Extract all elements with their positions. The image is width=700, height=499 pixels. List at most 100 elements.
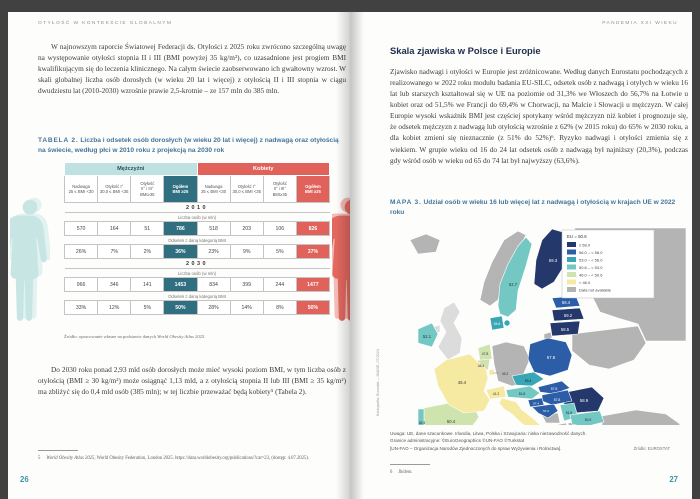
page-left: OTYŁOŚĆ W KONTEKŚCIE GLOBALNYM W najnows… — [8, 12, 369, 499]
map-label-luxembourg: 45.2 — [502, 372, 509, 376]
map-label-poland: 57.8 — [547, 355, 556, 360]
map-label-estonia: 56.4 — [562, 300, 571, 305]
legend-eu-label: EU = 50.6 — [567, 234, 587, 239]
table-year-row: 2030 — [64, 258, 330, 269]
col-header: Nadwaga 25 ≤ BMI <30 — [63, 175, 99, 203]
country-iceland — [409, 233, 441, 255]
country-ireland — [417, 322, 439, 348]
map-label-latvia: 59.2 — [564, 313, 573, 318]
map-note: Uwaga: UE, dane szacunkowe. Irlandia, Li… — [390, 431, 587, 436]
table-row: 570 164 51 786 518 203 106 826 — [63, 221, 331, 236]
map-label-switzerland: 41.2 — [493, 392, 500, 396]
table-col-header-row: Nadwaga 25 ≤ BMI <30 Otyłość I° 30,0 ≤ BMI… — [63, 175, 331, 203]
map-label-czechia: 53.4 — [525, 379, 532, 383]
silhouette-teal-figure — [10, 197, 50, 321]
country-czechia — [511, 371, 545, 387]
map-label-france: 45.4 — [458, 380, 467, 385]
col-header: Otyłość II° i III° BMI≥35 — [130, 175, 165, 203]
map-label-ireland: 52.1 — [423, 334, 432, 339]
table-group-row: Mężczyźni Kobiety — [64, 162, 330, 176]
table-caption-label: TABELA 2. — [38, 137, 79, 144]
group-header-men: Mężczyźni — [64, 162, 198, 176]
group-header-women: Kobiety — [196, 162, 330, 176]
country-slovenia — [527, 397, 545, 408]
footnote-left: 5 World Obesity Atlas 2025, World Obesity… — [38, 456, 310, 461]
map-label-slovenia: 57.4 — [533, 402, 539, 406]
page-number-right: 27 — [669, 475, 678, 484]
map-label-netherlands: 47.8 — [482, 352, 489, 356]
region-kaliningrad — [543, 331, 553, 340]
table-caption: TABELA 2. Liczba i odsetek osób dorosłyc… — [38, 136, 342, 156]
country-ukraine — [571, 325, 647, 370]
section-heading: Skala zjawiska w Polsce i Europie — [390, 45, 541, 56]
map-label-romania: 58.9 — [580, 398, 589, 403]
country-austria — [505, 385, 541, 400]
map-cartography-credit: Kartografia: Eurostat — IMAGE, 07/2024 — [376, 349, 380, 416]
map-label-slovakia: 57.5 — [551, 387, 558, 391]
table-label-row: Odsetek z daną kategorią BMI — [64, 235, 330, 245]
map-legend: EU = 50.6 ≥ 58.0 56.0 – < 58.0 53.0 – < … — [561, 229, 655, 299]
legend-class-label: 46.0 – < 50.6 — [579, 273, 603, 278]
obesity-table: Mężczyźni Kobiety Nadwaga 25 ≤ BMI <30 Ot… — [63, 162, 331, 315]
map-caption-label: MAPA 3. — [390, 199, 422, 206]
map-label-belgium: 48.4 — [478, 364, 485, 368]
col-header: Nadwaga 25 ≤ BMI <30 — [196, 175, 231, 203]
table-label-row: Liczba osób (w mln) — [64, 268, 330, 278]
country-uk — [437, 301, 463, 361]
footnote-number: 5 — [38, 456, 41, 461]
page-right: PANDEMIA XXI WIEKU Skala zjawiska w Pols… — [350, 12, 692, 499]
col-header: Otyłość I° 30,0 ≤ BMI <35 — [97, 175, 132, 203]
map-note: [UN-FAO – Organizacja Narodów Zjednoczon… — [390, 445, 562, 451]
map-label-spain: 50.4 — [447, 419, 456, 424]
country-denmark-island — [503, 319, 511, 327]
country-poland — [527, 337, 573, 377]
country-sweden — [497, 236, 533, 318]
map-caption-text: Udział osób w wieku 16 lub więcej lat z … — [390, 199, 676, 217]
country-netherlands — [477, 343, 493, 362]
table-row: 966 346 141 1453 834 399 244 1477 — [63, 277, 331, 292]
country-norway — [479, 230, 527, 307]
country-lithuania — [549, 320, 581, 337]
table-label-row: Odsetek z daną kategorią BMI — [64, 291, 330, 301]
legend-class-label: Data not available — [579, 288, 612, 293]
europe-choropleth-map: 59.3 52.7 56.4 59.2 58.5 54.6 52.1 47.8 … — [396, 226, 687, 463]
map-svg: 59.3 52.7 56.4 59.2 58.5 54.6 52.1 47.8 … — [409, 227, 687, 463]
footnote-number: 6 — [390, 470, 393, 475]
map-label-croatia: 57.2 — [543, 409, 549, 413]
table-row: 26% 7% 2% 36% 23% 9% 5% 37% — [63, 244, 331, 259]
table-caption-text: Liczba i odsetek osób dorosłych (w wieku… — [38, 137, 339, 155]
map-label-denmark: 54.6 — [494, 322, 501, 326]
country-luxembourg — [488, 368, 495, 376]
map-label-serbia: 51.8 — [566, 411, 573, 415]
table-row: 33% 12% 5% 50% 28% 14% 8% 50% — [63, 300, 331, 315]
map-caption: MAPA 3. Udział osób w wieku 16 lub więce… — [390, 198, 690, 218]
footnote-url[interactable]: https://data.worldobesity.org/publicatio… — [175, 456, 269, 461]
col-header: Otyłość I° 30,0 ≤ BMI <35 — [229, 175, 264, 203]
map-notes: Uwaga: UE, dane szacunkowe. Irlandia, Li… — [390, 430, 688, 452]
col-header-total-men: Ogółem BMI ≥25 — [163, 175, 198, 203]
table-label-row: Liczba osób (w mln) — [64, 212, 330, 222]
legend-class-label: 56.0 – < 58.0 — [579, 250, 603, 255]
map-label-hungary: 57.8 — [554, 398, 561, 402]
map-note: Granice administracyjne: ©EuroGeographic… — [390, 438, 525, 444]
country-turkey — [601, 409, 681, 445]
footnote-right: 6 Ibidem. — [390, 470, 413, 475]
page-number-left: 26 — [20, 475, 29, 484]
country-bulgaria — [569, 410, 605, 428]
table-year-row: 2010 — [64, 202, 330, 213]
running-header-left: OTYŁOŚĆ W KONTEKŚCIE GLOBALNYM — [38, 21, 173, 26]
country-france — [433, 353, 491, 414]
table-source: Źródło: opracowanie własne na podstawie … — [64, 334, 206, 339]
footnote-rule — [390, 464, 430, 465]
legend-class-label: ≥ 58.0 — [579, 243, 591, 248]
map-label-finland: 59.3 — [549, 258, 558, 263]
col-header: Otyłość II° i III° BMI≥35 — [262, 175, 297, 203]
paragraph-europe: Zjawisko nadwagi i otyłości w Europie je… — [390, 67, 688, 165]
map-label-sweden: 52.7 — [509, 282, 518, 287]
map-label-portugal: 52.5 — [419, 421, 425, 425]
legend-class-label: < 46.0 — [579, 280, 591, 285]
footnote-rule — [38, 450, 78, 451]
map-source: Źródło: EUROSTAT — [633, 446, 670, 451]
map-label-lithuania: 58.5 — [561, 327, 570, 332]
